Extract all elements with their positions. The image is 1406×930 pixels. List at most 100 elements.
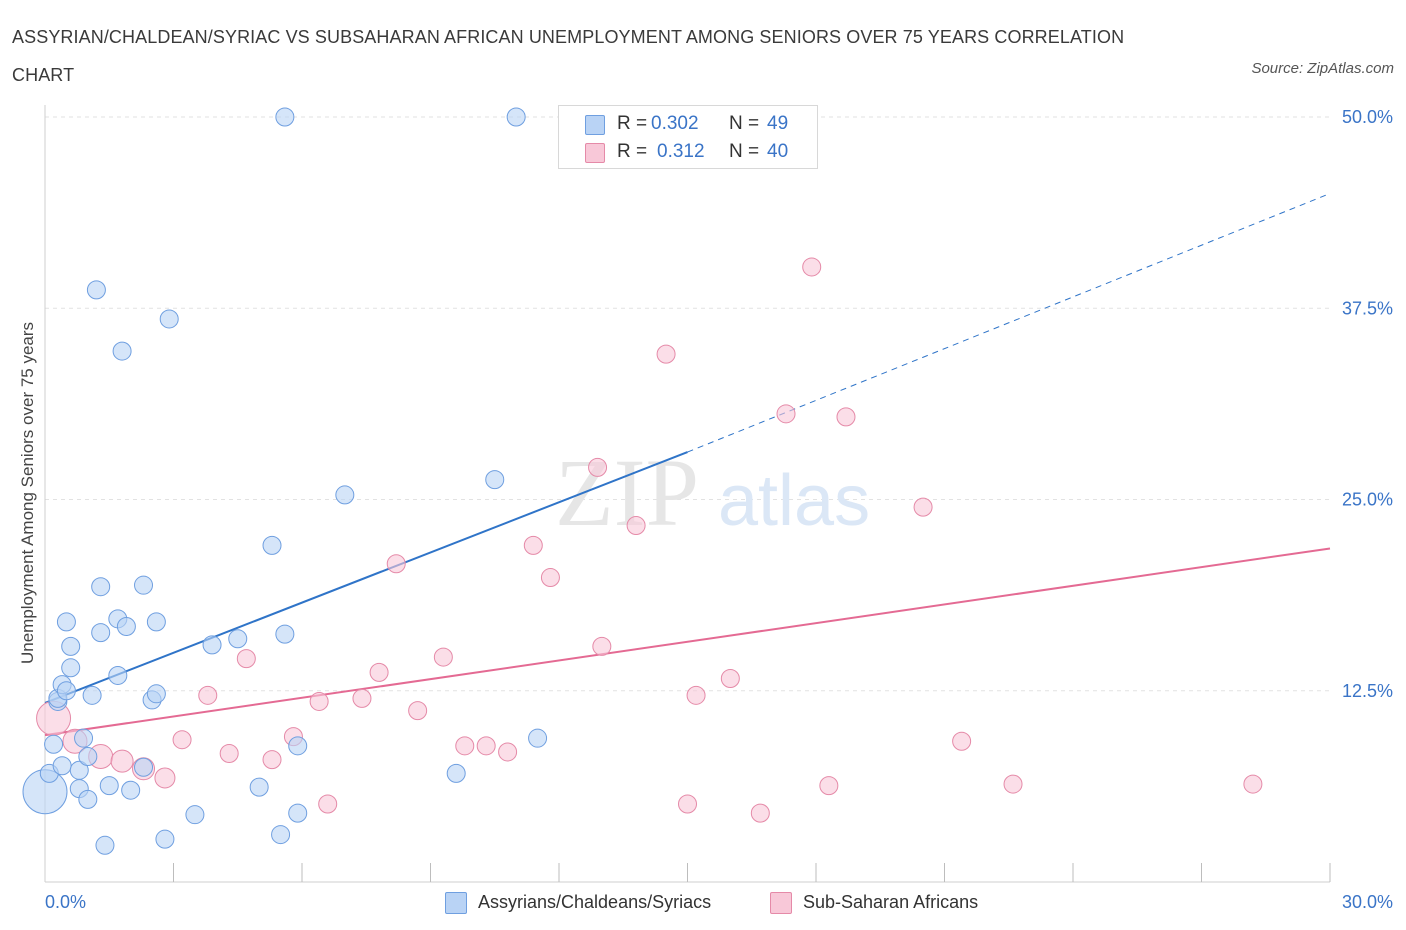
point-assyrians xyxy=(288,736,308,756)
point-assyrians xyxy=(134,575,154,595)
point-subsaharan xyxy=(592,636,612,656)
point-assyrians xyxy=(262,535,282,555)
point-subsaharan xyxy=(369,662,389,682)
trend-line-subsaharan xyxy=(44,547,1331,737)
point-assyrians xyxy=(108,665,128,685)
legend-swatch-pink xyxy=(585,143,605,163)
point-assyrians xyxy=(228,629,248,649)
point-assyrians xyxy=(275,624,295,644)
point-subsaharan xyxy=(523,535,543,555)
point-subsaharan xyxy=(455,736,475,756)
y-tick-label: 12.5% xyxy=(1342,681,1393,701)
point-assyrians xyxy=(202,635,222,655)
legend-label-assyrians: Assyrians/Chaldeans/Syriacs xyxy=(478,892,712,912)
point-subsaharan xyxy=(1003,774,1023,794)
legend-n-label: N = xyxy=(729,113,760,134)
point-assyrians xyxy=(275,107,295,127)
point-subsaharan xyxy=(588,457,608,477)
point-assyrians xyxy=(91,623,111,643)
y-tick-label: 50.0% xyxy=(1342,107,1393,127)
point-assyrians xyxy=(82,685,102,705)
chart-title: ASSYRIAN/CHALDEAN/SYRIAC VS SUBSAHARAN A… xyxy=(12,27,1125,85)
point-subsaharan xyxy=(626,516,646,536)
point-assyrians xyxy=(44,734,64,754)
legend-swatch-blue xyxy=(585,115,605,135)
point-subsaharan xyxy=(498,742,518,762)
point-subsaharan xyxy=(172,730,192,750)
point-subsaharan xyxy=(776,404,796,424)
legend-swatch-pink xyxy=(770,892,792,914)
legend-label-subsaharan: Sub-Saharan Africans xyxy=(803,892,979,912)
point-assyrians xyxy=(95,835,115,855)
point-assyrians xyxy=(528,728,548,748)
point-subsaharan xyxy=(720,669,740,689)
trend-lines xyxy=(44,193,1331,737)
point-subsaharan xyxy=(1243,774,1263,794)
y-axis-label: Unemployment Among Seniors over 75 years xyxy=(18,321,37,665)
point-subsaharan xyxy=(656,344,676,364)
legend-r-label: R = xyxy=(617,141,648,162)
trend-line-assyrians-extension xyxy=(687,193,1331,453)
point-assyrians xyxy=(249,777,269,797)
point-subsaharan xyxy=(154,767,176,789)
y-tick-label: 25.0% xyxy=(1342,490,1393,510)
point-subsaharan xyxy=(318,794,338,814)
point-assyrians xyxy=(56,681,76,701)
gridlines xyxy=(45,116,1330,692)
point-assyrians xyxy=(185,805,205,825)
point-subsaharan xyxy=(262,750,282,770)
point-assyrians xyxy=(485,470,505,490)
point-subsaharan xyxy=(476,736,496,756)
axes xyxy=(44,105,1331,883)
point-assyrians xyxy=(78,747,98,767)
point-assyrians xyxy=(446,763,466,783)
legend-n-label: N = xyxy=(729,141,760,162)
point-assyrians xyxy=(52,756,72,776)
point-assyrians xyxy=(146,684,166,704)
point-assyrians xyxy=(112,341,132,361)
point-subsaharan xyxy=(433,647,453,667)
point-subsaharan xyxy=(309,691,329,711)
point-assyrians xyxy=(61,658,81,678)
point-assyrians xyxy=(86,280,106,300)
point-assyrians xyxy=(134,757,154,777)
point-subsaharan xyxy=(386,554,406,574)
point-subsaharan xyxy=(408,701,428,721)
point-subsaharan xyxy=(802,257,822,277)
point-assyrians xyxy=(91,577,111,597)
data-points xyxy=(22,107,1263,855)
point-subsaharan xyxy=(236,649,256,669)
x-tick-label-min: 0.0% xyxy=(45,892,86,912)
point-assyrians xyxy=(155,829,175,849)
point-assyrians xyxy=(271,825,291,845)
point-subsaharan xyxy=(836,407,856,427)
point-subsaharan xyxy=(110,749,134,773)
point-assyrians xyxy=(99,776,119,796)
point-subsaharan xyxy=(678,794,697,814)
point-subsaharan xyxy=(952,731,972,751)
legend-r-label: R = xyxy=(617,113,648,134)
point-subsaharan xyxy=(540,568,560,588)
watermark-atlas: atlas xyxy=(718,461,870,541)
legend-blue-n: 49 xyxy=(767,113,789,134)
point-assyrians xyxy=(146,612,166,632)
point-assyrians xyxy=(335,485,355,505)
point-assyrians xyxy=(116,616,136,636)
point-assyrians xyxy=(288,803,308,823)
y-tick-label: 37.5% xyxy=(1342,298,1393,318)
point-assyrians xyxy=(74,728,94,748)
point-subsaharan xyxy=(750,803,770,823)
source-label: Source: ZipAtlas.com xyxy=(1251,60,1394,77)
point-assyrians xyxy=(159,309,179,329)
point-assyrians xyxy=(121,780,141,800)
point-assyrians xyxy=(69,760,89,780)
x-tick-label-max: 30.0% xyxy=(1342,892,1393,912)
point-subsaharan xyxy=(219,743,239,763)
tick-labels: 12.5% 25.0% 37.5% 50.0% 0.0% 30.0% xyxy=(45,107,1393,912)
point-assyrians xyxy=(56,612,76,632)
legend-pink-r: 0.312 xyxy=(657,141,705,162)
point-subsaharan xyxy=(913,497,933,517)
point-subsaharan xyxy=(352,688,372,708)
legend-blue-r: 0.302 xyxy=(651,113,699,134)
point-subsaharan xyxy=(819,776,839,796)
